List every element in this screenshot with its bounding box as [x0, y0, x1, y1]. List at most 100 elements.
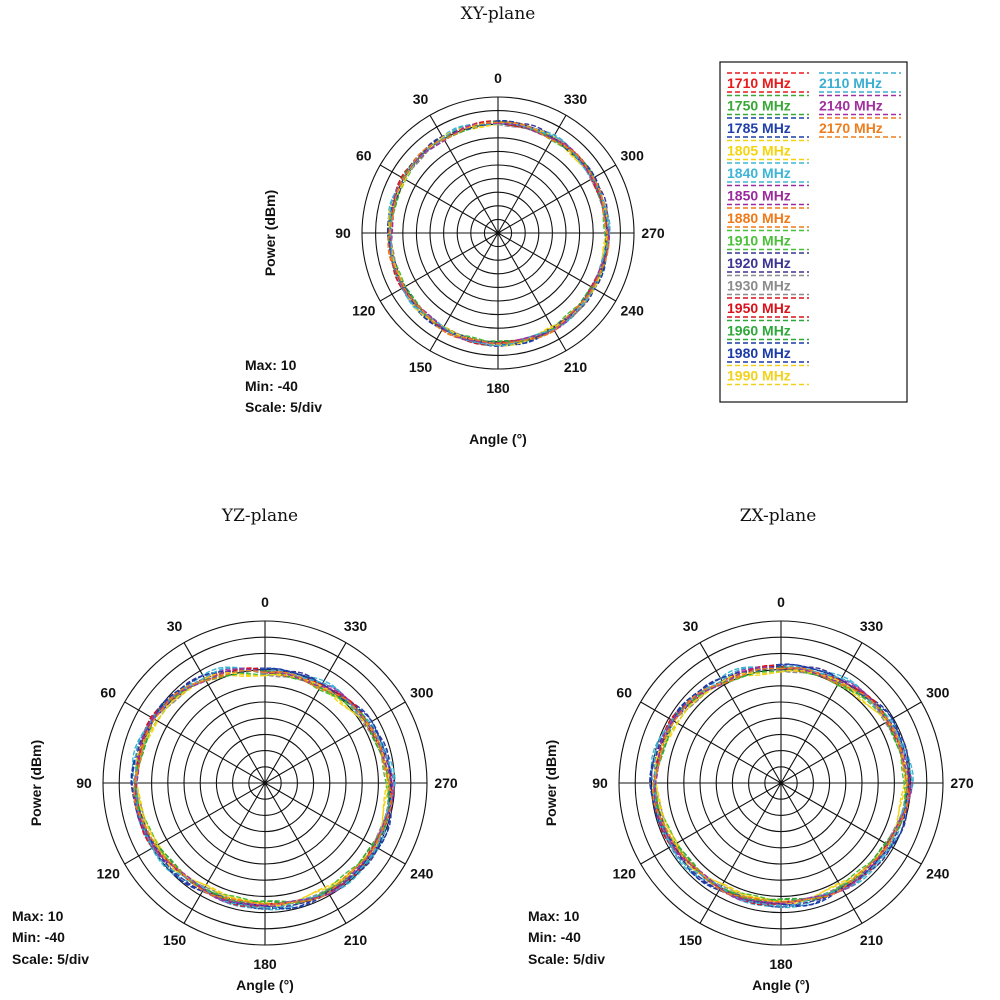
yz-ylabel: Power (dBm): [28, 740, 44, 826]
grid-spoke: [264, 701, 406, 784]
angle-tick-label: 300: [621, 148, 645, 164]
angle-tick-label: 120: [352, 303, 376, 319]
grid-spoke: [640, 701, 782, 784]
angle-tick-label: 270: [641, 225, 665, 241]
angle-tick-label: 300: [926, 685, 950, 701]
xy-plane-chart: XY-plane 0 30 60 90 120 150 180 210 240 270 300 330…: [245, 4, 665, 447]
grid-spoke: [699, 782, 782, 924]
angle-tick-label: 240: [410, 866, 434, 882]
angle-tick-label: 240: [621, 303, 645, 319]
grid-spoke: [497, 232, 617, 302]
xy-polar-grid: [361, 96, 635, 370]
grid-spoke: [124, 701, 266, 784]
grid-spoke: [497, 232, 567, 352]
grid-spoke: [379, 232, 499, 302]
grid-spoke: [264, 782, 406, 865]
angle-tick-label: 0: [261, 594, 269, 610]
angle-tick-label: 180: [769, 956, 793, 972]
angle-tick-label: 0: [777, 594, 785, 610]
yz-max-label: Max: 10: [12, 908, 64, 924]
legend-entry: 1910 MHz: [727, 233, 791, 249]
yz-plane-title: YZ-plane: [221, 506, 298, 526]
grid-spoke: [264, 782, 347, 924]
angle-tick-label: 30: [167, 618, 183, 634]
angle-tick-label: 90: [76, 775, 92, 791]
grid-spoke: [124, 782, 266, 865]
legend-entry: 1950 MHz: [727, 300, 791, 316]
angle-tick-label: 30: [413, 91, 429, 107]
angle-tick-label: 120: [97, 866, 121, 882]
zx-polar-grid: [618, 620, 944, 946]
grid-spoke: [780, 782, 922, 865]
legend-entry: 1785 MHz: [727, 120, 791, 136]
xy-angle-ticks: 0 30 60 90 120 150 180 210 240 270 300 330: [335, 70, 665, 396]
xy-max-label: Max: 10: [245, 357, 297, 373]
xy-plane-title: XY-plane: [461, 4, 536, 24]
grid-spoke: [379, 164, 499, 234]
angle-tick-label: 0: [494, 70, 502, 86]
zx-max-label: Max: 10: [528, 908, 580, 924]
legend-entry: 1930 MHz: [727, 278, 791, 294]
grid-spoke: [699, 642, 782, 784]
grid-spoke: [497, 164, 617, 234]
series-line: [653, 666, 913, 907]
grid-spoke: [429, 232, 499, 352]
yz-plane-chart: YZ-plane 0 30 60 90 120 150 180 210 240 270 300 330…: [12, 506, 458, 993]
angle-tick-label: 150: [409, 359, 433, 375]
zx-xlabel: Angle (°): [752, 977, 810, 993]
legend: 1710 MHz 1750 MHz 1785 MHz 1805 MHz 1840 MHz…: [719, 61, 908, 403]
angle-tick-label: 150: [163, 932, 187, 948]
angle-tick-label: 330: [860, 618, 884, 634]
legend-entry: 1960 MHz: [727, 323, 791, 339]
grid-spoke: [780, 642, 863, 784]
series-line: [133, 669, 392, 905]
legend-entry: 2110 MHz: [819, 75, 882, 91]
xy-ylabel: Power (dBm): [262, 190, 278, 276]
yz-angle-ticks: 0 30 60 90 120 150 180 210 240 270 300 330: [76, 594, 458, 972]
angle-tick-label: 270: [434, 775, 458, 791]
grid-spoke: [429, 114, 499, 234]
angle-tick-label: 330: [564, 91, 588, 107]
angle-tick-label: 60: [100, 685, 116, 701]
angle-tick-label: 180: [253, 956, 277, 972]
yz-min-label: Min: -40: [12, 929, 65, 945]
series-line: [387, 121, 609, 345]
grid-spoke: [264, 642, 347, 784]
angle-tick-label: 210: [344, 932, 368, 948]
zx-scale-label: Scale: 5/div: [528, 951, 605, 967]
xy-min-label: Min: -40: [245, 378, 298, 394]
angle-tick-label: 90: [335, 225, 351, 241]
legend-entry: 1850 MHz: [727, 188, 791, 204]
yz-xlabel: Angle (°): [236, 977, 294, 993]
grid-spoke: [780, 701, 922, 784]
zx-angle-ticks: 0 30 60 90 120 150 180 210 240 270 300 330: [592, 594, 974, 972]
yz-series-group: [130, 666, 396, 911]
xy-series-group: [386, 119, 611, 348]
legend-entry: 1750 MHz: [727, 98, 791, 114]
angle-tick-label: 30: [683, 618, 699, 634]
angle-tick-label: 300: [410, 685, 434, 701]
zx-min-label: Min: -40: [528, 929, 581, 945]
series-line: [134, 668, 394, 906]
angle-tick-label: 60: [356, 148, 372, 164]
legend-entry: 1920 MHz: [727, 255, 791, 271]
xy-scale-label: Scale: 5/div: [245, 399, 322, 415]
angle-tick-label: 150: [679, 932, 703, 948]
legend-entry: 1840 MHz: [727, 165, 791, 181]
xy-xlabel: Angle (°): [469, 431, 527, 447]
angle-tick-label: 180: [486, 380, 510, 396]
zx-series-group: [648, 663, 914, 909]
grid-spoke: [183, 782, 266, 924]
angle-tick-label: 270: [950, 775, 974, 791]
yz-scale-label: Scale: 5/div: [12, 951, 89, 967]
angle-tick-label: 330: [344, 618, 368, 634]
legend-entry: 1710 MHz: [727, 75, 791, 91]
grid-spoke: [780, 782, 863, 924]
zx-ylabel: Power (dBm): [543, 740, 559, 826]
zx-plane-chart: ZX-plane 0 30 60 90 120 150 180 210 240 270 300 330…: [528, 506, 974, 993]
angle-tick-label: 210: [860, 932, 884, 948]
legend-entry: 1980 MHz: [727, 345, 791, 361]
legend-entry: 1805 MHz: [727, 143, 791, 159]
legend-entry: 1990 MHz: [727, 368, 791, 384]
